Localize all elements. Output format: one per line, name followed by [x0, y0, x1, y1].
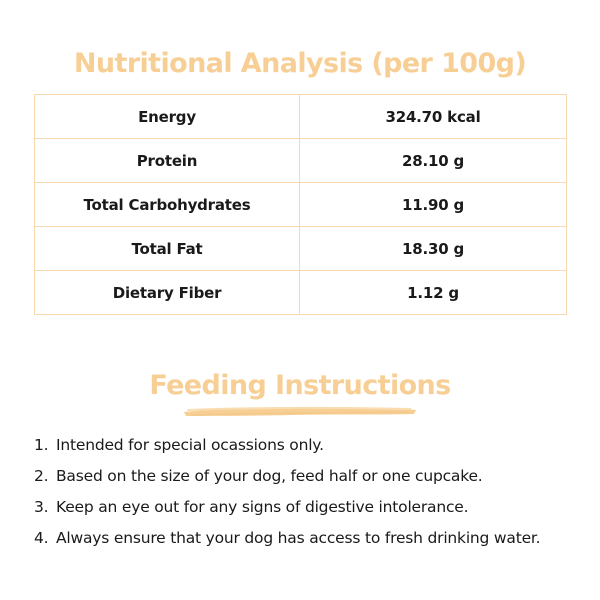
table-row: Dietary Fiber 1.12 g — [34, 270, 567, 315]
nutrition-title: Nutritional Analysis (per 100g) — [73, 48, 527, 79]
brush-underline-icon — [184, 406, 416, 416]
table-row: Energy 324.70 kcal — [34, 94, 567, 139]
list-item-number: 2. — [34, 467, 49, 485]
nutrient-value: 324.70 kcal — [299, 94, 567, 139]
list-item: 4. Always ensure that your dog has access… — [34, 523, 594, 554]
feeding-title: Feeding Instructions — [149, 370, 451, 401]
nutrient-label: Dietary Fiber — [34, 270, 300, 315]
list-item-number: 3. — [34, 498, 49, 516]
list-item-text: Based on the size of your dog, feed half… — [56, 467, 483, 485]
list-item-number: 4. — [34, 529, 49, 547]
table-row: Protein 28.10 g — [34, 138, 567, 183]
list-item: 2. Based on the size of your dog, feed ha… — [34, 461, 594, 492]
nutrient-value: 18.30 g — [299, 226, 567, 271]
nutrient-label: Energy — [34, 94, 300, 139]
nutrient-label: Total Fat — [34, 226, 300, 271]
list-item: 1. Intended for special ocassions only. — [34, 430, 594, 461]
nutrient-value: 11.90 g — [299, 182, 567, 227]
nutrient-label: Total Carbohydrates — [34, 182, 300, 227]
nutrient-value: 28.10 g — [299, 138, 567, 183]
nutrient-label: Protein — [34, 138, 300, 183]
list-item-text: Always ensure that your dog has access t… — [56, 529, 541, 547]
list-item: 3. Keep an eye out for any signs of diges… — [34, 492, 594, 523]
feeding-instructions-list: 1. Intended for special ocassions only. 2… — [34, 430, 594, 554]
table-row: Total Fat 18.30 g — [34, 226, 567, 271]
nutrient-value: 1.12 g — [299, 270, 567, 315]
nutrition-table: Energy 324.70 kcal Protein 28.10 g Total… — [34, 94, 567, 315]
table-row: Total Carbohydrates 11.90 g — [34, 182, 567, 227]
list-item-text: Keep an eye out for any signs of digesti… — [56, 498, 469, 516]
list-item-text: Intended for special ocassions only. — [56, 436, 324, 454]
list-item-number: 1. — [34, 436, 49, 454]
